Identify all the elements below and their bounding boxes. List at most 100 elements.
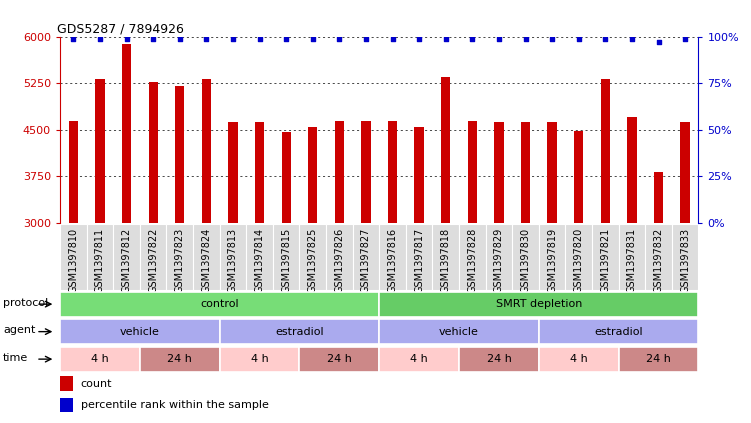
Bar bbox=[459, 224, 486, 290]
Bar bbox=[539, 319, 698, 344]
Point bbox=[173, 35, 185, 42]
Bar bbox=[379, 319, 539, 344]
Text: GSM1397813: GSM1397813 bbox=[228, 228, 238, 293]
Bar bbox=[566, 224, 592, 290]
Text: protocol: protocol bbox=[3, 298, 48, 308]
Bar bbox=[353, 224, 379, 290]
Point bbox=[679, 35, 691, 42]
Point bbox=[573, 35, 585, 42]
Bar bbox=[406, 224, 433, 290]
Text: 24 h: 24 h bbox=[327, 354, 351, 364]
Point bbox=[121, 35, 133, 42]
Text: GSM1397825: GSM1397825 bbox=[308, 228, 318, 293]
Bar bbox=[379, 224, 406, 290]
Bar bbox=[167, 224, 193, 290]
Bar bbox=[361, 121, 370, 223]
Point bbox=[520, 35, 532, 42]
Text: 4 h: 4 h bbox=[410, 354, 428, 364]
Bar bbox=[282, 132, 291, 223]
Point bbox=[599, 35, 611, 42]
Bar bbox=[539, 346, 619, 372]
Bar bbox=[220, 319, 379, 344]
Bar bbox=[60, 376, 74, 391]
Text: GSM1397811: GSM1397811 bbox=[95, 228, 105, 293]
Point bbox=[147, 35, 159, 42]
Bar bbox=[627, 118, 637, 223]
Bar bbox=[486, 224, 512, 290]
Bar bbox=[246, 224, 273, 290]
Bar bbox=[379, 346, 459, 372]
Bar bbox=[645, 224, 672, 290]
Bar bbox=[539, 224, 566, 290]
Text: control: control bbox=[201, 299, 239, 309]
Text: estradiol: estradiol bbox=[275, 327, 324, 337]
Point bbox=[493, 35, 505, 42]
Bar bbox=[574, 131, 584, 223]
Bar bbox=[415, 127, 424, 223]
Bar bbox=[220, 224, 246, 290]
Point bbox=[360, 35, 372, 42]
Bar bbox=[300, 346, 379, 372]
Point bbox=[387, 35, 399, 42]
Text: GSM1397822: GSM1397822 bbox=[148, 228, 158, 293]
Point bbox=[626, 35, 638, 42]
Bar bbox=[273, 224, 300, 290]
Point bbox=[466, 35, 478, 42]
Text: GSM1397821: GSM1397821 bbox=[600, 228, 611, 293]
Text: 24 h: 24 h bbox=[646, 354, 671, 364]
Text: GSM1397820: GSM1397820 bbox=[574, 228, 584, 293]
Text: 24 h: 24 h bbox=[487, 354, 511, 364]
Text: GSM1397815: GSM1397815 bbox=[281, 228, 291, 293]
Bar bbox=[308, 127, 318, 223]
Bar bbox=[255, 122, 264, 223]
Bar bbox=[459, 346, 539, 372]
Point bbox=[94, 35, 106, 42]
Bar bbox=[60, 224, 86, 290]
Text: 4 h: 4 h bbox=[570, 354, 587, 364]
Bar bbox=[601, 79, 610, 223]
Bar bbox=[680, 122, 689, 223]
Bar bbox=[547, 122, 556, 223]
Bar bbox=[300, 224, 326, 290]
Text: GSM1397814: GSM1397814 bbox=[255, 228, 264, 293]
Bar bbox=[468, 121, 477, 223]
Text: agent: agent bbox=[3, 325, 35, 335]
Bar bbox=[228, 122, 237, 223]
Text: GSM1397810: GSM1397810 bbox=[68, 228, 78, 293]
Bar bbox=[60, 291, 379, 317]
Text: GSM1397832: GSM1397832 bbox=[653, 228, 664, 293]
Bar bbox=[86, 224, 113, 290]
Bar bbox=[202, 79, 211, 223]
Text: SMRT depletion: SMRT depletion bbox=[496, 299, 582, 309]
Bar bbox=[654, 172, 663, 223]
Point bbox=[254, 35, 266, 42]
Bar bbox=[592, 224, 619, 290]
Bar bbox=[60, 398, 74, 412]
Bar bbox=[521, 122, 530, 223]
Text: GSM1397830: GSM1397830 bbox=[520, 228, 530, 293]
Point bbox=[440, 35, 452, 42]
Text: percentile rank within the sample: percentile rank within the sample bbox=[81, 400, 269, 410]
Bar bbox=[95, 79, 104, 223]
Bar bbox=[441, 77, 451, 223]
Bar bbox=[326, 224, 353, 290]
Text: 4 h: 4 h bbox=[251, 354, 268, 364]
Bar bbox=[379, 291, 698, 317]
Bar bbox=[193, 224, 219, 290]
Point bbox=[68, 35, 80, 42]
Text: 4 h: 4 h bbox=[91, 354, 109, 364]
Text: GSM1397817: GSM1397817 bbox=[414, 228, 424, 293]
Text: time: time bbox=[3, 353, 29, 363]
Text: GSM1397828: GSM1397828 bbox=[467, 228, 478, 293]
Bar bbox=[512, 224, 539, 290]
Bar bbox=[140, 224, 167, 290]
Text: vehicle: vehicle bbox=[120, 327, 160, 337]
Text: GSM1397833: GSM1397833 bbox=[680, 228, 690, 293]
Bar bbox=[619, 346, 698, 372]
Point bbox=[333, 35, 345, 42]
Bar bbox=[220, 346, 300, 372]
Text: GSM1397824: GSM1397824 bbox=[201, 228, 211, 293]
Bar bbox=[335, 121, 344, 223]
Point bbox=[413, 35, 425, 42]
Text: GSM1397812: GSM1397812 bbox=[122, 228, 131, 293]
